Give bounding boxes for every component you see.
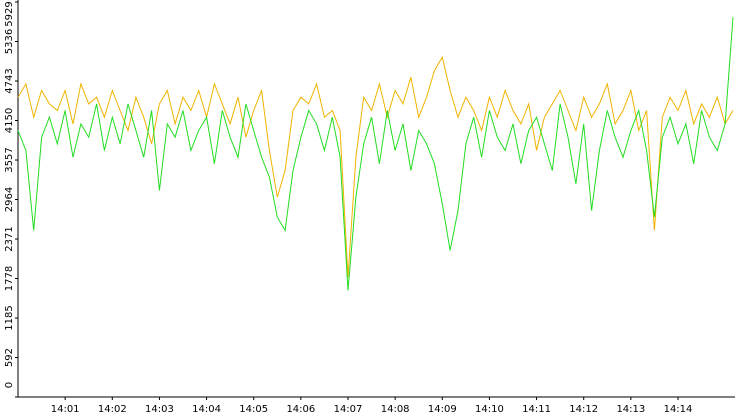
series-line <box>17 17 734 291</box>
y-tick-label: 2371 <box>4 226 15 251</box>
y-tick-label: 0 <box>4 382 15 388</box>
y-tick-label: 4150 <box>4 108 15 133</box>
x-tick-label: 14:12 <box>569 404 598 415</box>
x-tick-label: 14:01 <box>51 404 80 415</box>
y-tick-label: 5929 <box>4 1 15 26</box>
x-tick-label: 14:06 <box>286 404 315 415</box>
x-tick-label: 14:10 <box>475 404 504 415</box>
y-tick-label: 1185 <box>4 305 15 330</box>
y-tick-label: 592 <box>4 348 15 367</box>
x-tick-label: 14:13 <box>616 404 645 415</box>
x-tick-label: 14:14 <box>664 404 693 415</box>
y-tick-label: 1778 <box>4 266 15 291</box>
x-tick-label: 14:09 <box>428 404 457 415</box>
x-tick-label: 14:07 <box>334 404 363 415</box>
x-tick-label: 14:03 <box>145 404 174 415</box>
x-tick-label: 14:08 <box>381 404 410 415</box>
x-tick-label: 14:05 <box>239 404 268 415</box>
series-line <box>17 55 734 278</box>
x-tick-label: 14:04 <box>192 404 221 415</box>
x-tick-label: 14:11 <box>522 404 551 415</box>
x-tick-label: 14:02 <box>98 404 127 415</box>
y-tick-label: 3557 <box>4 147 15 172</box>
y-tick-label: 5336 <box>4 29 15 54</box>
y-tick-label: 2964 <box>4 187 15 212</box>
y-tick-label: 4743 <box>4 68 15 93</box>
